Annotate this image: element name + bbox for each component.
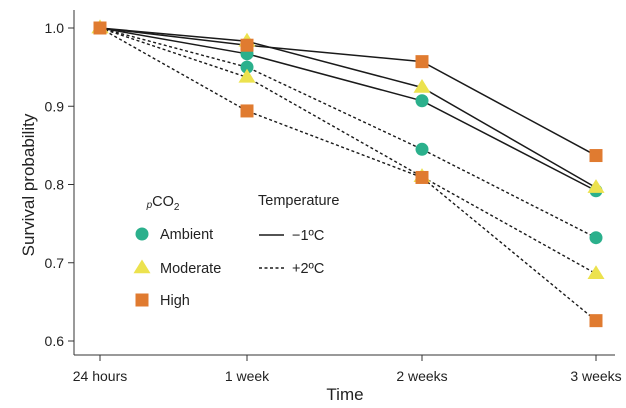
y-ticks: 0.6 0.7 0.8 0.9 1.0 <box>45 20 74 349</box>
x-axis-title: Time <box>326 385 363 404</box>
data-point-ambient-circle <box>415 94 429 108</box>
data-point-moderate-triangle <box>587 179 605 193</box>
series-line-ambient-cold <box>99 27 597 192</box>
data-point-high-square <box>589 314 603 328</box>
data-point-high-square <box>240 38 254 52</box>
y-axis-title: Survival probability <box>19 113 38 256</box>
legend-label-moderate: Moderate <box>160 261 221 277</box>
series-points <box>91 19 605 328</box>
data-point-ambient-circle <box>589 231 603 245</box>
data-point-high-square <box>415 55 429 69</box>
data-point-moderate-triangle <box>413 78 431 93</box>
y-tick-label: 0.7 <box>45 255 65 271</box>
data-point-ambient-circle <box>415 142 429 156</box>
series-line-moderate-warm <box>99 27 597 275</box>
legend-temp-label-dashed: +2ºC <box>292 261 324 277</box>
series-line-moderate-cold <box>99 27 597 189</box>
legend-label-ambient: Ambient <box>160 227 213 243</box>
x-tick-label: 2 weeks <box>396 368 447 384</box>
data-point-high-square <box>589 149 603 163</box>
series-line-high-cold <box>99 27 597 157</box>
data-point-high-square <box>240 104 254 118</box>
legend-marker-moderate <box>133 259 151 274</box>
data-point-moderate-triangle <box>587 265 605 279</box>
series-line-ambient-warm <box>99 27 597 239</box>
y-tick-label: 1.0 <box>45 20 65 36</box>
legend-marker-title-prefix: p <box>146 200 153 211</box>
y-tick-label: 0.9 <box>45 98 65 114</box>
legend-label-high: High <box>160 293 190 309</box>
x-tick-label: 3 weeks <box>570 368 621 384</box>
series-line-high-warm <box>99 27 597 322</box>
x-tick-label: 24 hours <box>73 368 127 384</box>
legend-groups: Ambient Moderate High <box>133 227 221 309</box>
legend-marker-title: pCO2 <box>146 194 180 213</box>
data-point-high-square <box>93 21 107 35</box>
data-point-ambient-circle <box>240 60 254 74</box>
data-point-high-square <box>415 170 429 184</box>
y-tick-label: 0.8 <box>45 177 65 193</box>
x-tick-label: 1 week <box>225 368 270 384</box>
legend-line-title: Temperature <box>258 193 339 209</box>
x-ticks: 24 hours 1 week 2 weeks 3 weeks <box>73 355 622 384</box>
legend: pCO2 Temperature Ambient Moderate High −1º… <box>133 193 339 309</box>
legend-marker-ambient <box>135 227 149 241</box>
legend-marker-title-sub: 2 <box>174 202 180 213</box>
legend-marker-title-main: CO <box>152 194 174 210</box>
series-lines <box>99 27 597 322</box>
data-point-moderate-triangle <box>238 68 256 83</box>
legend-temp-label-solid: −1ºC <box>292 228 324 244</box>
y-tick-label: 0.6 <box>45 333 65 349</box>
axes <box>73 10 615 356</box>
legend-temperatures: −1ºC +2ºC <box>259 228 324 277</box>
legend-marker-high <box>135 293 149 307</box>
